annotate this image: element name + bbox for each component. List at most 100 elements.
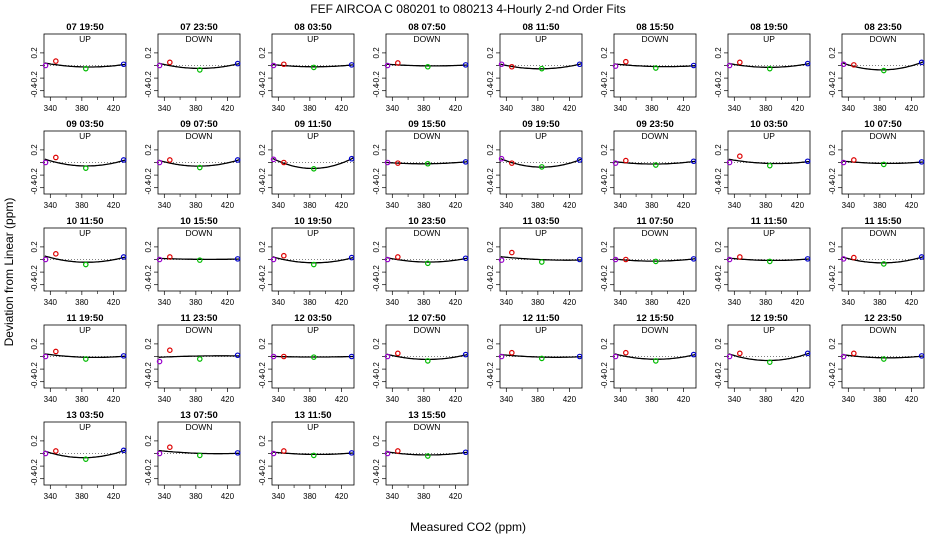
panel-title: 08 19:50: [750, 22, 788, 33]
panel-title: 10 11:50: [67, 216, 104, 227]
panel-title: 12 15:50: [636, 313, 674, 324]
x-tick-label: 380: [417, 298, 431, 307]
data-point: [42, 159, 49, 166]
panel-title: 11 23:50: [181, 313, 218, 324]
y-tick-label: 0.2: [828, 241, 837, 253]
panel-direction: UP: [535, 131, 547, 141]
data-point: [310, 452, 317, 459]
data-point: [509, 63, 515, 70]
x-tick-label: 340: [842, 298, 856, 307]
x-tick-label: 420: [449, 104, 463, 113]
y-tick-label: 0.2: [30, 435, 39, 447]
data-point: [82, 165, 89, 171]
y-tick-label: 0.2: [258, 144, 267, 156]
x-tick-label: 340: [728, 298, 742, 307]
data-point: [53, 448, 59, 454]
x-tick-label: 340: [842, 395, 856, 404]
y-tick-label: 0.2: [600, 241, 609, 253]
x-tick-label: 380: [75, 298, 89, 307]
y-tick-label: -0.2: [30, 362, 39, 376]
data-point: [395, 60, 401, 66]
data-point: [462, 449, 469, 456]
x-tick-label: 340: [842, 201, 856, 210]
panel-title: 11 03:50: [523, 216, 560, 227]
y-tick-label: -0.4: [486, 180, 495, 194]
fit-curve: [272, 451, 354, 456]
x-tick-label: 380: [531, 104, 545, 113]
x-tick-label: 380: [873, 298, 887, 307]
data-point: [348, 155, 355, 162]
fit-curve: [386, 256, 468, 263]
data-point: [737, 153, 743, 160]
y-tick-label: -0.2: [600, 265, 609, 279]
data-point: [42, 450, 49, 457]
panel-title: 08 23:50: [864, 22, 902, 33]
y-tick-label: -0.2: [372, 168, 381, 182]
y-tick-label: 0.2: [486, 144, 495, 156]
x-tick-label: 340: [158, 395, 172, 404]
panel-direction: DOWN: [414, 228, 441, 238]
x-tick-label: 340: [44, 492, 58, 501]
data-point: [348, 62, 355, 68]
x-tick-label: 420: [335, 104, 349, 113]
data-point: [737, 350, 743, 357]
y-tick-label: -0.4: [486, 374, 495, 388]
y-tick-label: -0.2: [258, 362, 267, 376]
data-point: [395, 160, 401, 166]
x-tick-label: 380: [645, 201, 659, 210]
data-point: [690, 158, 697, 165]
data-point: [690, 351, 697, 358]
panel-direction: DOWN: [186, 422, 213, 432]
x-tick-label: 420: [791, 104, 805, 113]
data-point: [348, 450, 355, 456]
data-point: [766, 162, 773, 169]
data-point: [120, 61, 127, 68]
panel-title: 13 15:50: [408, 410, 446, 421]
x-tick-label: 420: [107, 395, 121, 404]
panel-title: 12 19:50: [750, 313, 788, 324]
panel-title: 12 03:50: [294, 313, 332, 324]
y-tick-label: -0.4: [30, 277, 39, 291]
x-tick-label: 380: [189, 104, 203, 113]
y-tick-label: -0.2: [372, 71, 381, 85]
panel-title: 10 15:50: [180, 216, 218, 227]
fit-curve: [386, 451, 468, 456]
data-point: [840, 353, 847, 360]
x-tick-label: 340: [614, 395, 628, 404]
data-point: [156, 358, 163, 365]
data-point: [42, 353, 49, 360]
y-tick-label: 0.2: [30, 144, 39, 156]
data-point: [509, 249, 515, 256]
x-tick-label: 380: [303, 395, 317, 404]
y-tick-label: -0.2: [714, 71, 723, 85]
data-point: [234, 256, 241, 262]
x-tick-label: 340: [614, 104, 628, 113]
x-tick-label: 420: [563, 298, 577, 307]
y-tick-label: -0.4: [828, 277, 837, 291]
y-tick-label: 0.2: [258, 241, 267, 253]
y-tick-label: -0.2: [486, 362, 495, 376]
x-tick-label: 340: [500, 298, 514, 307]
y-tick-label: -0.2: [30, 265, 39, 279]
y-tick-label: -0.4: [258, 374, 267, 388]
panel-title: 09 15:50: [408, 119, 446, 130]
data-point: [612, 63, 619, 69]
x-tick-label: 380: [873, 395, 887, 404]
data-point: [612, 160, 619, 166]
x-tick-label: 420: [449, 492, 463, 501]
data-point: [766, 359, 773, 365]
y-tick-label: -0.4: [600, 83, 609, 97]
y-tick-label: -0.2: [258, 265, 267, 279]
y-tick-label: 0.2: [714, 144, 723, 156]
data-point: [281, 448, 287, 454]
data-point: [690, 256, 697, 262]
